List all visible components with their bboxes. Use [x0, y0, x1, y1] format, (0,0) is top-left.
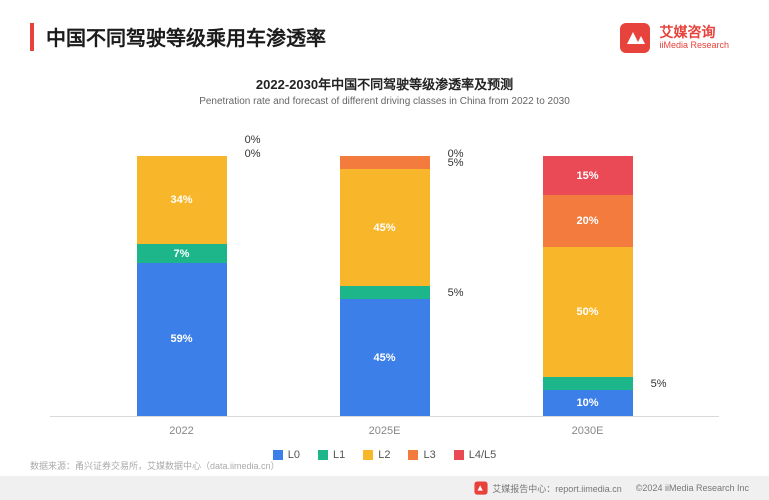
x-axis-label: 2022	[107, 425, 257, 437]
bar-segment-l1: 5%	[543, 377, 633, 390]
x-axis-label: 2030E	[513, 425, 663, 437]
brand-text: 艾媒咨询 iiMedia Research	[659, 25, 729, 50]
bar-segment-l0: 10%	[543, 390, 633, 416]
stacked-bar: 45%5%45%5%0%	[340, 156, 430, 416]
bar-segment-l1: 5%	[340, 286, 430, 299]
data-source: 数据来源：甬兴证券交易所，艾媒数据中心（data.iimedia.cn）	[0, 455, 769, 476]
footer-center-text: 艾媒报告中心：report.iimedia.cn	[492, 482, 622, 495]
stacked-bar: 10%5%50%20%15%	[543, 156, 633, 416]
bar-segment-l3: 5%	[340, 156, 430, 169]
title-wrap: 中国不同驾驶等级乘用车渗透率	[30, 22, 326, 51]
footer-brand-icon	[474, 481, 488, 495]
bar-column: 45%5%45%5%0%	[310, 156, 460, 416]
brand-name-en: iiMedia Research	[659, 41, 729, 51]
bar-segment-l3: 20%	[543, 195, 633, 247]
footer: 数据来源：甬兴证券交易所，艾媒数据中心（data.iimedia.cn） 艾媒报…	[0, 455, 769, 500]
chart-title-cn: 2022-2030年中国不同驾驶等级渗透率及预测	[50, 74, 719, 93]
header: 中国不同驾驶等级乘用车渗透率 艾媒咨询 iiMedia Research	[0, 0, 769, 54]
x-axis-label: 2025E	[310, 425, 460, 437]
stacked-bar-plot: 59%7%34%0%0%45%5%45%5%0%10%5%50%20%15%	[50, 117, 719, 417]
bar-segment-l2: 34%	[137, 156, 227, 244]
brand-icon	[619, 22, 651, 54]
bar-column: 59%7%34%0%0%	[107, 156, 257, 416]
x-axis: 2022 2025E 2030E	[50, 417, 719, 437]
chart-area: 2022-2030年中国不同驾驶等级渗透率及预测 Penetration rat…	[0, 54, 769, 461]
accent-bar	[30, 23, 34, 51]
bar-segment-l1: 7%	[137, 244, 227, 262]
brand-name-cn: 艾媒咨询	[659, 25, 729, 40]
bar-segment-l2: 50%	[543, 247, 633, 377]
bar-segment-l4l5: 15%	[543, 156, 633, 195]
bar-segment-l2: 45%	[340, 169, 430, 286]
footer-logo: 艾媒报告中心：report.iimedia.cn	[474, 481, 622, 495]
footer-bar: 艾媒报告中心：report.iimedia.cn ©2024 iiMedia R…	[0, 476, 769, 500]
brand-logo: 艾媒咨询 iiMedia Research	[619, 22, 729, 54]
chart-title-en: Penetration rate and forecast of differe…	[50, 96, 719, 107]
page-title: 中国不同驾驶等级乘用车渗透率	[46, 22, 326, 51]
bar-segment-l0: 59%	[137, 263, 227, 416]
bar-segment-l0: 45%	[340, 299, 430, 416]
stacked-bar: 59%7%34%0%0%	[137, 156, 227, 416]
footer-copyright: ©2024 iiMedia Research Inc	[636, 483, 749, 493]
bar-column: 10%5%50%20%15%	[513, 156, 663, 416]
